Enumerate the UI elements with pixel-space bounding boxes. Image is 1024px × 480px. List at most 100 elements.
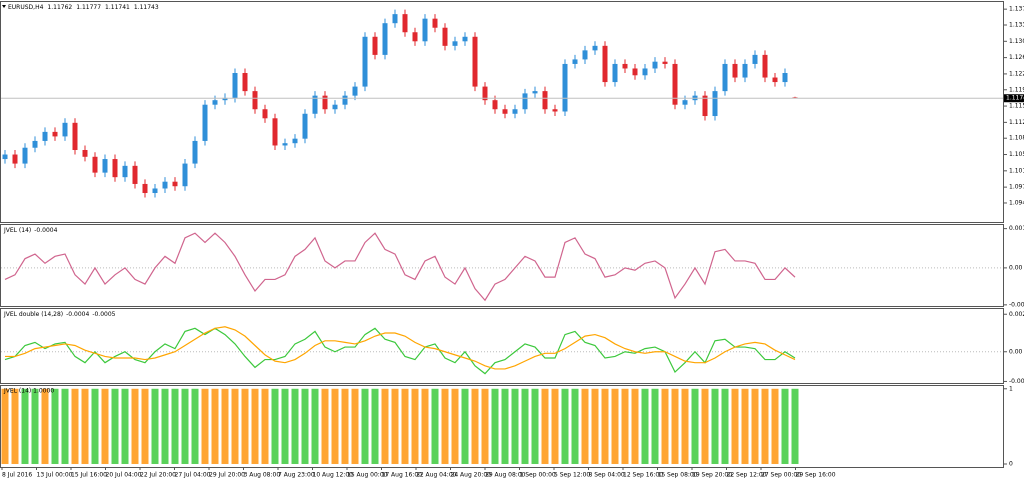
header-arrow — [2, 5, 6, 8]
candle-body — [782, 73, 788, 83]
candle-body — [602, 45, 608, 83]
price-tag-bg — [1004, 94, 1024, 103]
candle-body — [142, 183, 148, 194]
indicator-line — [5, 326, 796, 370]
histogram-bar — [191, 388, 199, 464]
histogram-bar — [201, 388, 209, 464]
histogram-bar — [541, 388, 549, 464]
histogram-bar — [791, 388, 799, 464]
histogram-bar — [351, 388, 359, 464]
indicator-header: JVEL (14) 1.0000 — [3, 388, 54, 395]
x-tick-label: 1 Sep 00:00 — [520, 472, 556, 479]
y-tick-label: 1.11570 — [1009, 103, 1024, 110]
y-tick-label: 1 — [1009, 385, 1013, 392]
histogram-bar — [591, 388, 599, 464]
candle-body — [152, 188, 158, 194]
candle-body — [732, 63, 738, 78]
candle-body — [472, 36, 478, 87]
candle-body — [482, 86, 488, 101]
candle-body — [582, 50, 588, 60]
indicator-title: JVEL (14) — [3, 227, 31, 234]
candle-body — [32, 140, 38, 148]
histogram-bar — [241, 388, 249, 464]
histogram-bar — [651, 388, 659, 464]
histogram-bar — [151, 388, 159, 464]
ohlc-high: 1.11777 — [76, 4, 101, 11]
candle-body — [772, 77, 778, 83]
histogram-bar — [321, 388, 329, 464]
candle-body — [752, 54, 758, 64]
x-tick-label: 12 Sep 16:00 — [623, 472, 663, 479]
histogram-bar — [221, 388, 229, 464]
candle-body — [42, 131, 48, 141]
histogram-bar — [771, 388, 779, 464]
histogram-bar — [261, 388, 269, 464]
candle-body — [2, 154, 8, 160]
price-tag: 1.11743 — [1006, 95, 1024, 102]
histogram-bar — [311, 388, 319, 464]
histogram-bar — [71, 388, 79, 464]
histogram-bar — [391, 388, 399, 464]
candle-body — [72, 122, 78, 150]
y-tick-label: 1.10500 — [1009, 151, 1024, 158]
histogram-bar — [611, 388, 619, 464]
indicator-title: JVEL double (14,28) — [3, 311, 63, 318]
candle-body — [12, 154, 18, 164]
x-tick-label: 29 Sep 16:00 — [796, 472, 836, 479]
ohlc-low: 1.11741 — [105, 4, 130, 11]
x-tick-label: 7 Aug 23:00 — [278, 472, 315, 479]
histogram-bar — [141, 388, 149, 464]
histogram-bar — [451, 388, 459, 464]
candle-body — [442, 27, 448, 46]
x-tick-label: 17 Aug 16:00 — [382, 472, 423, 479]
candle-body — [512, 109, 518, 114]
x-tick-label: 27 Sep 00:00 — [761, 472, 801, 479]
panel-frame — [0, 308, 1004, 384]
y-tick-label: 0.00 — [1009, 264, 1023, 271]
x-tick-label: 27 Jul 04:00 — [175, 472, 211, 479]
y-tick-label: 1.10860 — [1009, 135, 1024, 142]
histogram-bar — [601, 388, 609, 464]
candle-body — [542, 91, 548, 110]
histogram-bar — [331, 388, 339, 464]
candle-body — [362, 36, 368, 87]
x-tick-label: 22 Aug 04:00 — [416, 472, 457, 479]
candle-body — [82, 149, 88, 157]
histogram-bar — [271, 388, 279, 464]
x-tick-label: 29 Aug 08:00 — [485, 472, 526, 479]
y-tick-label: 1.12640 — [1009, 54, 1024, 61]
ohlc-open: 1.11762 — [47, 4, 72, 11]
candle-body — [332, 104, 338, 110]
y-tick-label: 1.13710 — [1009, 6, 1024, 13]
candle-body — [682, 100, 688, 105]
candle-body — [372, 36, 378, 55]
y-tick-label: 1.09780 — [1009, 184, 1024, 191]
histogram-bar — [121, 388, 129, 464]
candle-body — [712, 91, 718, 117]
histogram-bar — [171, 388, 179, 464]
x-tick-label: 19 Sep 20:00 — [692, 472, 732, 479]
y-tick-label: 0.00 — [1009, 348, 1023, 355]
candle-body — [462, 36, 468, 42]
histogram-bar — [291, 388, 299, 464]
histogram-bar — [521, 388, 529, 464]
histogram-bar — [511, 388, 519, 464]
candle-body — [662, 61, 668, 64]
histogram-bar — [501, 388, 509, 464]
histogram-bar — [741, 388, 749, 464]
x-tick-label: 5 Sep 12:00 — [554, 472, 590, 479]
histogram-bar — [731, 388, 739, 464]
candle-body — [382, 23, 388, 55]
candle-body — [242, 73, 248, 92]
histogram-bar — [691, 388, 699, 464]
candle-body — [312, 95, 318, 114]
candle-body — [252, 91, 258, 110]
histogram-bar — [411, 388, 419, 464]
histogram-bar — [281, 388, 289, 464]
candle-body — [672, 63, 678, 105]
histogram-bar — [641, 388, 649, 464]
candle-body — [52, 131, 58, 137]
indicator-line — [4, 327, 796, 375]
